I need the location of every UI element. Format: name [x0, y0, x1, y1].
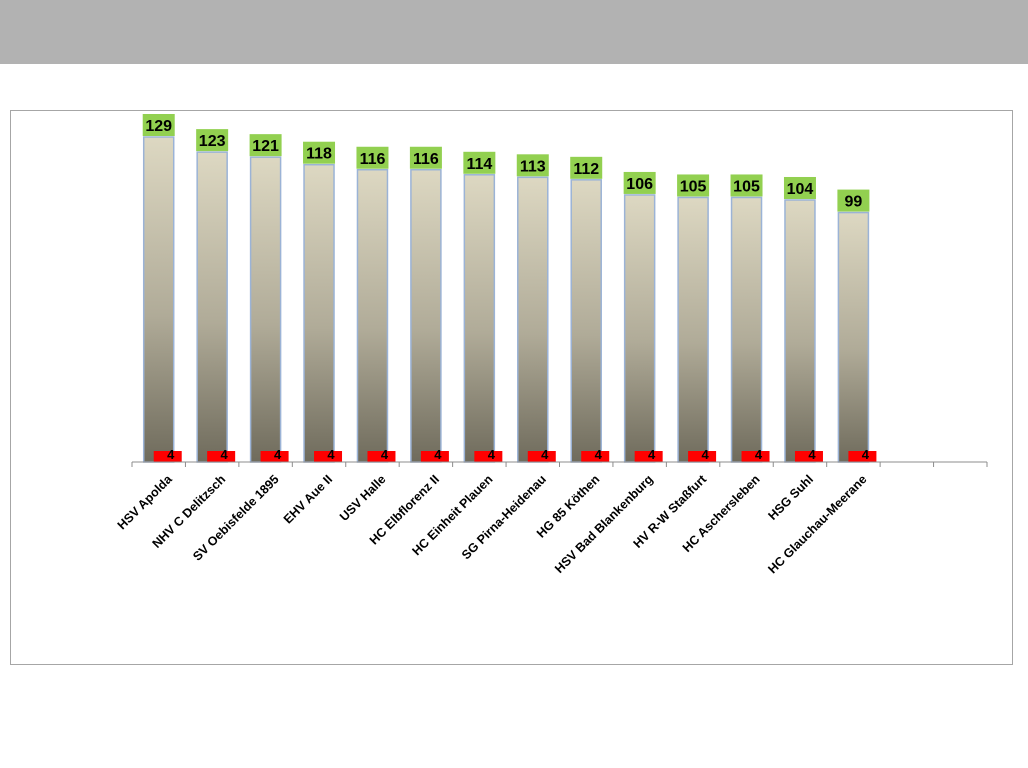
- bar-5: [356, 169, 389, 463]
- value-label: 112: [573, 161, 599, 178]
- value-label: 99: [845, 194, 863, 211]
- value-label-box: [570, 156, 603, 179]
- value-label: 104: [787, 181, 814, 198]
- small-bar-label: 4: [808, 447, 816, 462]
- bar-6: [410, 169, 442, 463]
- value-label-box: [409, 146, 442, 169]
- value-label-box: [783, 176, 816, 199]
- small-bar-8: [527, 451, 556, 462]
- small-bar-label: 4: [327, 447, 335, 462]
- small-bar-11: [688, 451, 717, 462]
- value-label-box: [356, 146, 389, 169]
- small-bar-13: [794, 451, 823, 462]
- value-label-box: [463, 151, 496, 174]
- small-bar-5: [367, 451, 396, 462]
- value-label: 114: [466, 156, 492, 173]
- bar-12: [730, 196, 763, 463]
- category-label: HSG Suhl: [765, 472, 816, 523]
- category-label: EHV Aue II: [281, 472, 335, 526]
- small-bar-label: 4: [595, 447, 603, 462]
- value-label-box: [249, 134, 282, 157]
- small-bar-7: [474, 451, 503, 462]
- value-label: 105: [733, 178, 760, 195]
- small-bar-9: [581, 451, 610, 462]
- bar-11: [677, 196, 709, 463]
- value-label: 106: [626, 176, 653, 193]
- value-label: 116: [360, 151, 386, 168]
- small-bar-2: [207, 451, 236, 462]
- value-label: 113: [520, 158, 546, 175]
- value-label-box: [196, 129, 229, 152]
- bar-3: [249, 156, 282, 463]
- bar-2: [196, 151, 228, 463]
- value-label: 105: [680, 178, 707, 195]
- x-axis: [131, 461, 988, 467]
- value-label: 118: [306, 146, 332, 163]
- small-bar-label: 4: [648, 447, 656, 462]
- small-bar-label: 4: [701, 447, 709, 462]
- small-bar-label: 4: [167, 447, 175, 462]
- bar-13: [784, 199, 816, 463]
- small-bar-3: [260, 451, 289, 462]
- bar-14: [837, 211, 870, 463]
- bar-10: [623, 194, 656, 463]
- small-bar-14: [848, 451, 877, 462]
- bar-7: [463, 174, 496, 463]
- value-label-box: [730, 174, 763, 197]
- category-label: HSV Bad Blankenburg: [552, 472, 656, 576]
- bars-layer: [142, 136, 877, 463]
- small-bar-label: 4: [755, 447, 763, 462]
- value-label-box: [623, 171, 656, 194]
- category-label: HC Glauchau-Meerane: [765, 472, 869, 576]
- bar-1: [142, 136, 175, 463]
- value-label: 123: [199, 133, 226, 150]
- small-bar-label: 4: [862, 447, 870, 462]
- small-bar-label: 4: [541, 447, 549, 462]
- category-label: USV Halle: [337, 472, 389, 524]
- small-bar-label: 4: [381, 447, 389, 462]
- value-label-box: [677, 174, 710, 197]
- small-bar-12: [741, 451, 770, 462]
- value-label-box: [837, 189, 870, 212]
- bar-8: [517, 176, 549, 463]
- value-label-box: [142, 114, 175, 136]
- value-label-box: [303, 141, 336, 164]
- small-bar-label: 4: [434, 447, 442, 462]
- value-label: 121: [252, 138, 279, 155]
- small-bar-10: [634, 451, 663, 462]
- small-bar-label: 4: [221, 447, 229, 462]
- bar-9: [570, 179, 602, 463]
- small-bar-6: [420, 451, 449, 462]
- value-label: 129: [145, 118, 172, 135]
- small-bar-label: 4: [274, 447, 282, 462]
- bar-4: [303, 163, 335, 463]
- small-bar-label: 4: [488, 447, 496, 462]
- top-banner: [0, 0, 1028, 64]
- small-bar-4: [314, 451, 343, 462]
- small-bar-1: [153, 451, 182, 462]
- value-label: 116: [413, 151, 439, 168]
- value-label-box: [516, 154, 549, 177]
